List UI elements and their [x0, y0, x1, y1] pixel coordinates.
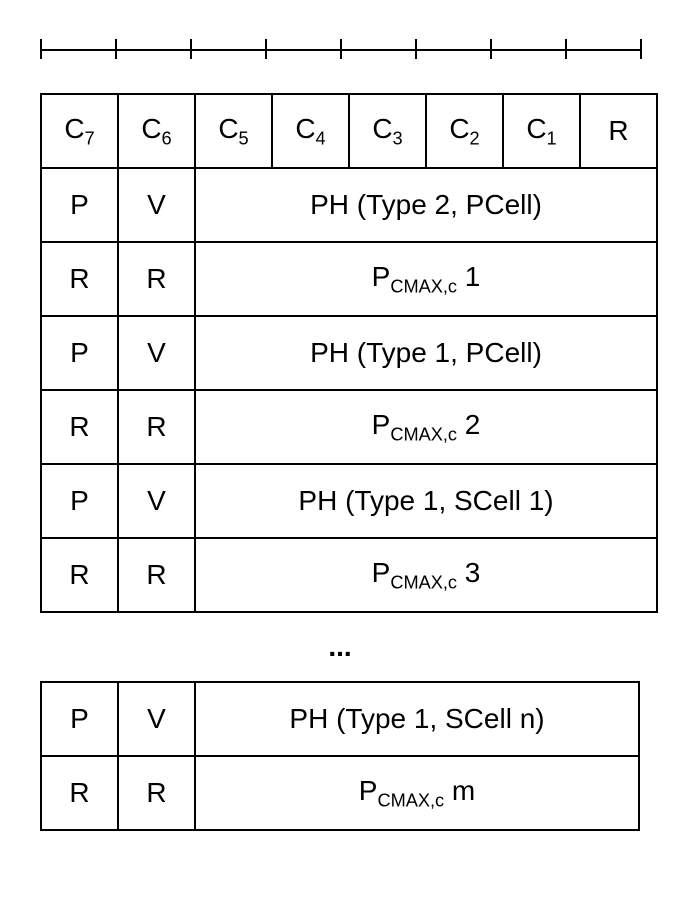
cell-v: V [118, 464, 195, 538]
hdr-c7: C7 [41, 94, 118, 168]
mac-ce-table-main: C7 C6 C5 C4 C3 C2 C1 R P V PH (Type 2, P… [40, 93, 658, 613]
ruler-tick [190, 39, 192, 59]
table-row: R R PCMAX,c 3 [41, 538, 657, 612]
ruler-tick [415, 39, 417, 59]
hdr-r: R [580, 94, 657, 168]
cell-ph-type2-pcell: PH (Type 2, PCell) [195, 168, 657, 242]
cell-r: R [41, 390, 118, 464]
table-row: R R PCMAX,c m [41, 756, 639, 830]
cell-pcmax-1: PCMAX,c 1 [195, 242, 657, 316]
cell-v: V [118, 168, 195, 242]
bit-ruler [40, 35, 640, 65]
cell-ph-type1-scell1: PH (Type 1, SCell 1) [195, 464, 657, 538]
cell-p: P [41, 464, 118, 538]
cell-p: P [41, 316, 118, 390]
hdr-c5: C5 [195, 94, 272, 168]
hdr-c2: C2 [426, 94, 503, 168]
ruler-tick [115, 39, 117, 59]
ruler-tick [565, 39, 567, 59]
cell-pcmax-3: PCMAX,c 3 [195, 538, 657, 612]
table-row: R R PCMAX,c 2 [41, 390, 657, 464]
cell-p: P [41, 682, 118, 756]
hdr-c3: C3 [349, 94, 426, 168]
mac-ce-table-tail: P V PH (Type 1, SCell n) R R PCMAX,c m [40, 681, 640, 831]
table-row: P V PH (Type 1, SCell n) [41, 682, 639, 756]
ruler-tick [265, 39, 267, 59]
cell-r: R [118, 242, 195, 316]
cell-r: R [118, 538, 195, 612]
table-row: P V PH (Type 1, SCell 1) [41, 464, 657, 538]
ruler-tick [40, 39, 42, 59]
cell-r: R [41, 242, 118, 316]
ellipsis: ... [0, 631, 680, 663]
cell-pcmax-2: PCMAX,c 2 [195, 390, 657, 464]
table-row: P V PH (Type 1, PCell) [41, 316, 657, 390]
diagram-container: C7 C6 C5 C4 C3 C2 C1 R P V PH (Type 2, P… [0, 0, 685, 903]
table-row: P V PH (Type 2, PCell) [41, 168, 657, 242]
cell-ph-type1-pcell: PH (Type 1, PCell) [195, 316, 657, 390]
hdr-c1: C1 [503, 94, 580, 168]
cell-r: R [41, 756, 118, 830]
cell-r: R [118, 390, 195, 464]
ruler-tick [490, 39, 492, 59]
table-row: R R PCMAX,c 1 [41, 242, 657, 316]
ruler-tick [340, 39, 342, 59]
cell-v: V [118, 316, 195, 390]
hdr-c4: C4 [272, 94, 349, 168]
cell-r: R [41, 538, 118, 612]
cell-pcmax-m: PCMAX,c m [195, 756, 639, 830]
cell-ph-type1-scelln: PH (Type 1, SCell n) [195, 682, 639, 756]
cell-r: R [118, 756, 195, 830]
ruler-tick [640, 39, 642, 59]
header-row: C7 C6 C5 C4 C3 C2 C1 R [41, 94, 657, 168]
cell-v: V [118, 682, 195, 756]
cell-p: P [41, 168, 118, 242]
hdr-c6: C6 [118, 94, 195, 168]
